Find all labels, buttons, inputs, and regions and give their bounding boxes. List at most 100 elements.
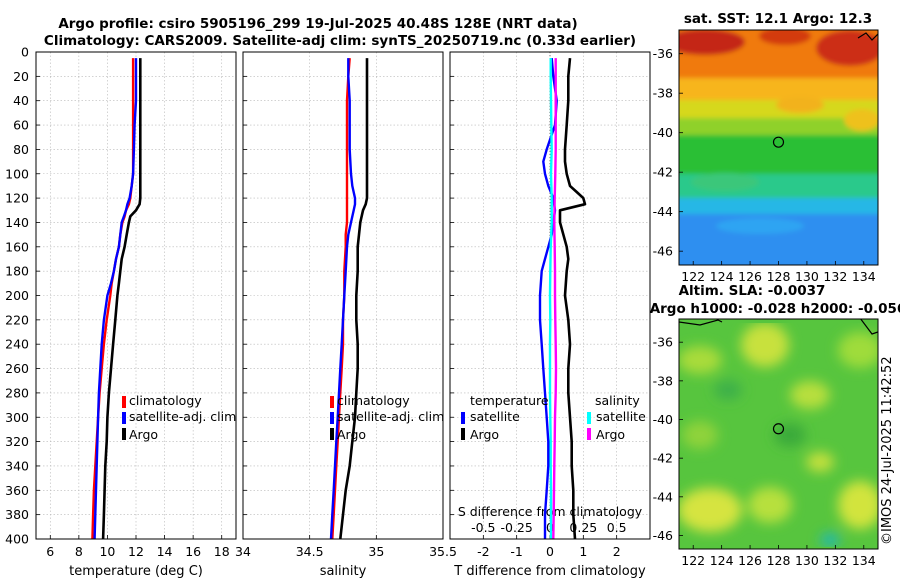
temp-xtick-label: 6 <box>46 544 54 559</box>
footer-stamp: ©IMOS 24-Jul-2025 11:42:52 <box>880 356 895 545</box>
secondary-xtick-label: 0.5 <box>607 520 627 535</box>
diff-series-temperature-argo <box>558 57 587 540</box>
sal-legend-label-argo: Argo <box>337 427 366 442</box>
temp-xtick-label: 16 <box>185 544 201 559</box>
sst-lat-tick-label: -40 <box>653 125 673 140</box>
sla-lon-tick-label: 122 <box>681 553 705 568</box>
sla-map-title-line1: Altim. SLA: -0.0037 <box>679 283 826 299</box>
sst-lon-tick-label: 130 <box>795 269 819 284</box>
depth-tick-label: 120 <box>5 191 29 206</box>
diff-legend-heading-salinity: salinity <box>595 393 640 408</box>
depth-tick-label: 300 <box>5 410 29 425</box>
depth-tick-label: 240 <box>5 337 29 352</box>
sla-argo-location-marker <box>772 423 785 435</box>
diff-series-temperature-satellite <box>538 57 558 539</box>
diff-frame <box>449 51 651 540</box>
sla-lat-tick-label: -40 <box>653 412 673 427</box>
sst-map: 122 124 126 128 130 132 134 -36 -38 -40 -42 -44 -46 <box>653 29 879 284</box>
depth-tick-label: 380 <box>5 507 29 522</box>
diff-legend-label-s-satellite: satellite <box>596 409 646 424</box>
sla-lat-tick-label: -38 <box>653 373 673 388</box>
sla-axes: 122 124 126 128 130 132 134 -36 -38 -40 -42 -44 -46 <box>653 335 876 568</box>
diff-legend-label-t-argo: Argo <box>470 427 499 442</box>
sst-axes: 122 124 126 128 130 132 134 -36 -38 -40 -42 -44 -46 <box>653 46 876 284</box>
depth-tick-label: 20 <box>13 69 29 84</box>
diff-legend-heading-temperature: temperature <box>470 393 549 408</box>
sal-legend-swatch-climatology <box>330 396 334 408</box>
sla-lat-tick-label: -36 <box>653 335 673 350</box>
sal-series-satellite-adj-clim <box>329 58 357 540</box>
diff-xtick-label: -1 <box>510 544 522 559</box>
depth-tick-label: 100 <box>5 166 29 181</box>
temp-xtick-label: 8 <box>75 544 83 559</box>
sla-lon-tick-label: 134 <box>852 553 876 568</box>
sal-legend-swatch-satellite-adj <box>330 412 334 424</box>
sla-lon-tick-label: 126 <box>738 553 762 568</box>
sst-lon-tick-label: 132 <box>823 269 847 284</box>
temp-frame <box>35 51 237 540</box>
sal-xaxis-label: salinity <box>320 564 367 579</box>
sst-lat-tick-label: -38 <box>653 86 673 101</box>
legend-label-climatology: climatology <box>129 393 202 408</box>
figure-title-line1: Argo profile: csiro 5905196_299 19-Jul-2… <box>58 16 577 32</box>
depth-tick-label: 140 <box>5 215 29 230</box>
salinity-profile-panel: 34 34.5 35 35.5 salinity <box>235 51 457 579</box>
sal-xtick-label: 35.5 <box>429 544 457 559</box>
depth-tick-label: 360 <box>5 483 29 498</box>
sla-map: 122 124 126 128 130 132 134 -36 -38 -40 -42 -44 -46 <box>653 318 879 568</box>
diff-xtick-label: -2 <box>477 544 489 559</box>
sst-lon-tick-label: 124 <box>710 269 734 284</box>
sla-map-title-line2: Argo h1000: -0.028 h2000: -0.056 <box>650 301 900 317</box>
figure-title-line2: Climatology: CARS2009. Satellite-adj cli… <box>44 33 636 49</box>
sal-legend-label-satellite-adj: satellite-adj. clim <box>337 409 444 424</box>
sla-lon-tick-label: 124 <box>710 553 734 568</box>
sla-lat-tick-label: -42 <box>653 451 673 466</box>
difference-profile-panel: -2 -1 0 1 2S difference from climatology-0.5… <box>449 51 651 579</box>
depth-tick-label: 0 <box>21 45 29 60</box>
depth-tick-label: 340 <box>5 458 29 473</box>
depth-tick-label: 40 <box>13 93 29 108</box>
sst-lat-tick-label: -42 <box>653 165 673 180</box>
sst-lat-tick-label: -44 <box>653 204 673 219</box>
diff-legend-label-s-argo: Argo <box>596 427 625 442</box>
temp-xtick-label: 10 <box>99 544 115 559</box>
sla-lat-tick-label: -44 <box>653 489 673 504</box>
legend-swatch-satellite-adj <box>122 412 126 424</box>
legend-label-satellite-adj: satellite-adj. clim <box>129 409 236 424</box>
temperature-profile-panel: 6 8 10 12 14 16 180204060801001201401601802002… <box>5 45 237 579</box>
diff-xtick-label: 1 <box>579 544 587 559</box>
salinity-legend: climatology satellite-adj. clim Argo <box>330 393 444 442</box>
sst-lon-tick-label: 128 <box>767 269 791 284</box>
legend-label-argo: Argo <box>129 427 158 442</box>
diff-xaxis-label: T difference from climatology <box>453 564 646 579</box>
depth-tick-label: 260 <box>5 361 29 376</box>
sla-lon-tick-label: 130 <box>795 553 819 568</box>
sla-lon-tick-label: 128 <box>767 553 791 568</box>
difference-legend: temperature satellite Argo salinity sate… <box>461 393 646 442</box>
secondary-xtick-label: -0.5 <box>471 520 495 535</box>
sal-xtick-label: 35 <box>368 544 384 559</box>
diff-legend-swatch-t-argo <box>461 428 465 440</box>
sal-legend-swatch-argo <box>330 428 334 440</box>
sst-lon-tick-label: 122 <box>681 269 705 284</box>
sal-series-argo <box>339 58 369 540</box>
depth-tick-label: 160 <box>5 239 29 254</box>
sst-map-title: sat. SST: 12.1 Argo: 12.3 <box>684 11 872 27</box>
sst-field <box>679 30 878 265</box>
sst-argo-location-marker <box>772 136 785 148</box>
sal-xtick-label: 34 <box>235 544 251 559</box>
depth-tick-label: 400 <box>5 532 29 547</box>
sal-xtick-label: 34.5 <box>296 544 324 559</box>
depth-tick-label: 220 <box>5 312 29 327</box>
secondary-xtick-label: 0.25 <box>569 520 597 535</box>
diff-legend-label-t-satellite: satellite <box>470 409 520 424</box>
temp-xtick-label: 12 <box>128 544 144 559</box>
temp-xtick-label: 14 <box>157 544 173 559</box>
diff-legend-swatch-t-satellite <box>461 412 465 424</box>
temp-xtick-label: 18 <box>214 544 230 559</box>
depth-tick-label: 180 <box>5 264 29 279</box>
sla-lon-tick-label: 132 <box>823 553 847 568</box>
temp-xaxis-label: temperature (deg C) <box>69 564 203 579</box>
diff-series-salinity-argo <box>552 58 558 540</box>
